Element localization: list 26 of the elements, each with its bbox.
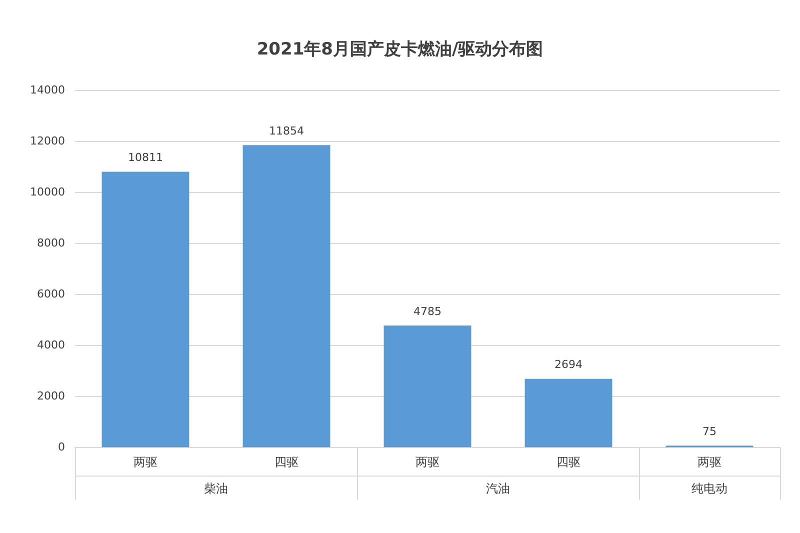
- bar: [242, 145, 330, 448]
- x-tick-label: 四驱: [556, 454, 580, 469]
- text: 柴油: [204, 482, 228, 496]
- chart-title: 2021年8月国产皮卡燃油/驱动分布图: [256, 40, 544, 60]
- data-label: 10811: [128, 151, 163, 164]
- y-tick-label: 12000: [30, 134, 65, 148]
- y-tick-label: 6000: [36, 287, 65, 300]
- x-tick-label: 两驱: [698, 454, 722, 469]
- text: 纯电动: [692, 482, 728, 496]
- bar: [102, 172, 190, 448]
- bar: [524, 378, 612, 448]
- y-tick-label: 0: [58, 440, 65, 454]
- data-label: 11854: [268, 124, 304, 138]
- data-label: 4785: [413, 304, 442, 318]
- text: 汽油: [486, 482, 510, 496]
- x-tick-label: 两驱: [133, 454, 158, 469]
- data-label: 75: [702, 425, 716, 438]
- x-tick-label: 四驱: [274, 454, 298, 469]
- bar: [384, 326, 472, 448]
- x-tick-label: 两驱: [415, 454, 440, 469]
- y-tick-label: 10000: [30, 185, 65, 198]
- y-tick-label: 14000: [30, 83, 65, 96]
- y-tick-label: 2000: [36, 389, 65, 402]
- y-tick-label: 8000: [36, 236, 65, 250]
- data-label: 2694: [554, 358, 582, 372]
- y-tick-label: 4000: [36, 338, 65, 352]
